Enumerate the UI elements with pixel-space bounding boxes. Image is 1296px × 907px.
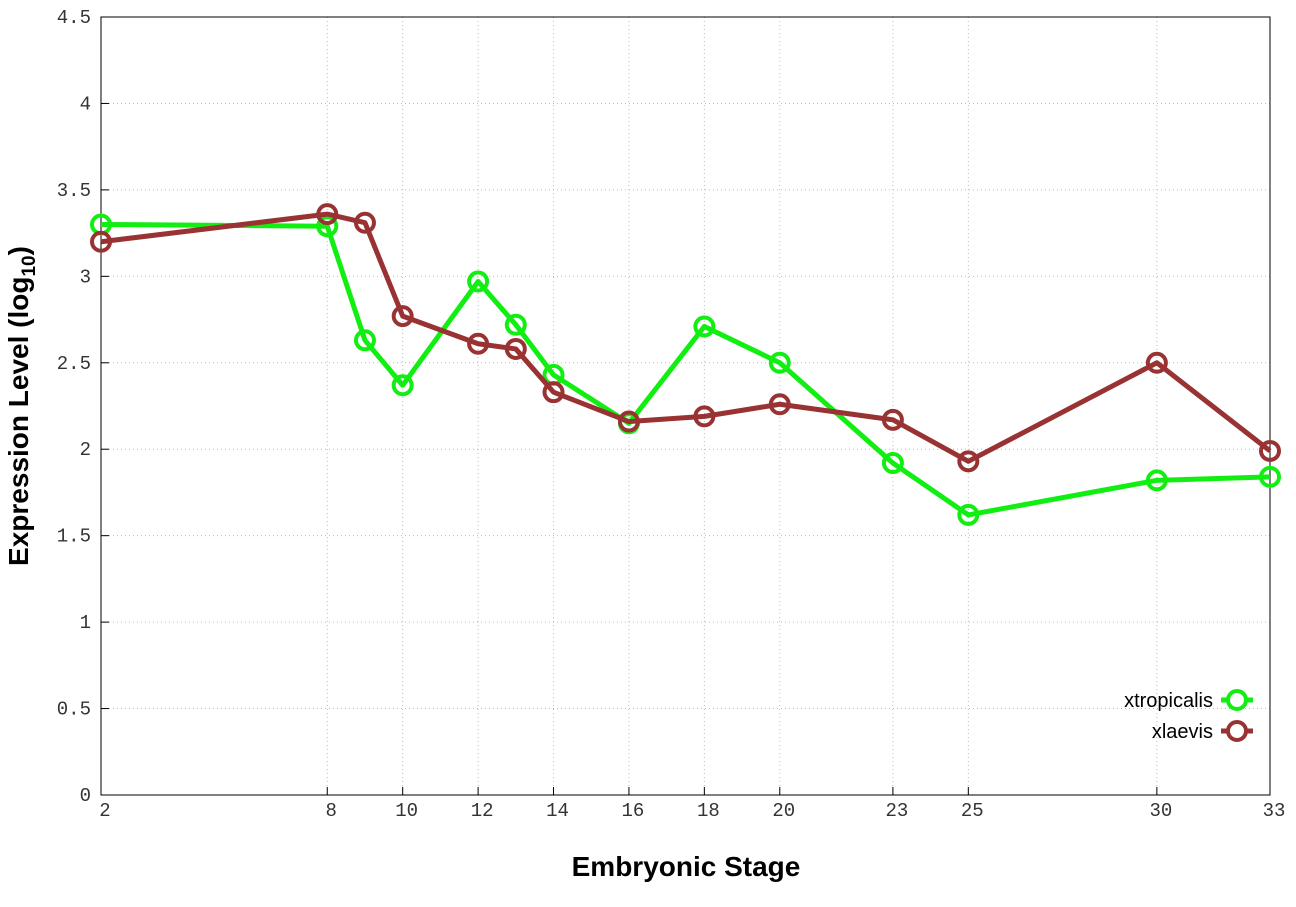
x-tick-label: 33 (1263, 800, 1286, 822)
y-axis-label-subscript: 10 (19, 255, 40, 276)
data-point (881, 452, 904, 475)
y-tick-label: 1 (80, 612, 91, 634)
data-point (881, 408, 904, 431)
data-point (316, 215, 339, 238)
y-axis-label-text: Expression Level (log (3, 277, 34, 566)
y-tick-label: 2 (80, 439, 91, 461)
series-line (100, 221, 1271, 518)
y-tick-label: 4 (80, 93, 91, 115)
data-point (391, 305, 414, 328)
x-tick-label: 12 (471, 800, 494, 822)
data-point (504, 337, 527, 360)
data-point (391, 374, 414, 397)
legend-marker (1226, 720, 1248, 742)
data-point (353, 211, 376, 234)
x-tick-label: 16 (622, 800, 645, 822)
data-point (693, 315, 716, 338)
legend-marker (1226, 689, 1248, 711)
data-point (316, 203, 339, 226)
data-point (693, 405, 716, 428)
legend-label: xlaevis (1152, 721, 1213, 743)
x-axis-label: Embryonic Stage (572, 851, 801, 882)
data-point (617, 410, 640, 433)
x-tick-label: 25 (961, 800, 984, 822)
y-axis-label: Expression Level (log10) (3, 246, 40, 566)
y-tick-label: 3.5 (57, 180, 91, 202)
data-point (1259, 465, 1281, 488)
data-point (467, 270, 490, 293)
legend-label: xtropicalis (1124, 690, 1213, 712)
x-tick-label: 8 (326, 800, 337, 822)
data-point (957, 503, 980, 526)
data-point (90, 230, 112, 253)
y-tick-label: 2.5 (57, 353, 91, 375)
series-line (100, 211, 1272, 464)
y-tick-label: 0 (80, 785, 91, 807)
x-tick-label: 30 (1149, 800, 1172, 822)
data-point (768, 351, 791, 374)
data-point (1259, 439, 1281, 462)
data-point (1145, 469, 1168, 492)
x-tick-label: 10 (395, 800, 418, 822)
data-point (353, 329, 376, 352)
y-axis-label-suffix: ) (3, 246, 34, 255)
x-tick-label: 18 (697, 800, 720, 822)
data-point (957, 450, 980, 473)
data-point (542, 381, 565, 404)
y-tick-label: 4.5 (57, 7, 91, 29)
x-tick-label: 20 (772, 800, 795, 822)
y-tick-label: 1.5 (57, 526, 91, 548)
data-point (467, 332, 490, 355)
data-point (768, 393, 791, 416)
x-tick-label: 14 (546, 800, 569, 822)
data-point (1145, 351, 1168, 374)
x-tick-label: 23 (885, 800, 908, 822)
plot-frame (100, 16, 1271, 796)
y-tick-label: 0.5 (57, 699, 91, 721)
y-tick-label: 3 (80, 266, 91, 288)
x-tick-label: 2 (99, 800, 110, 822)
data-point (504, 313, 527, 336)
